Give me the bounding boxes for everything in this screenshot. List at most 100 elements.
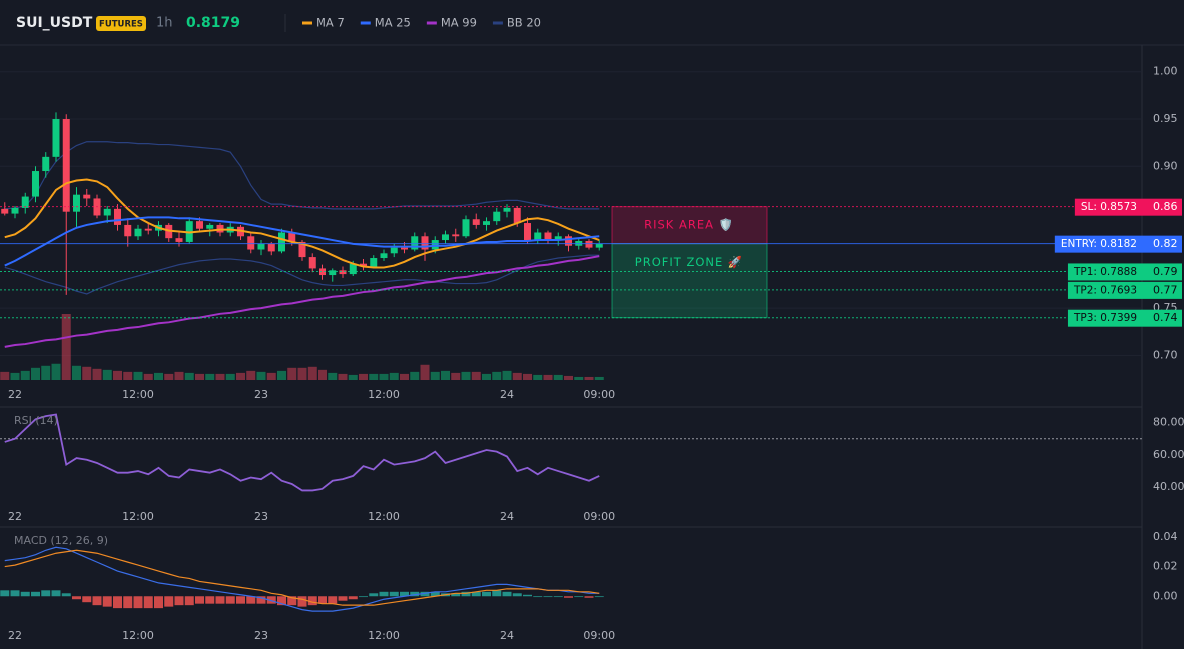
x-tick-label: 24	[500, 510, 514, 523]
macd-histogram	[10, 590, 20, 597]
macd-line	[4, 546, 600, 612]
macd-histogram	[512, 593, 522, 597]
x-tick-label: 22	[8, 388, 22, 401]
macd-histogram	[338, 596, 348, 601]
level-tag	[1074, 198, 1182, 216]
y-tick-label: 80.00	[1153, 416, 1184, 429]
candle-body	[483, 221, 490, 225]
volume-bar	[564, 375, 573, 380]
macd-histogram	[0, 590, 10, 597]
volume-bar	[41, 365, 51, 380]
candle-body	[308, 257, 316, 269]
pane-title: RSI (14)	[14, 414, 58, 427]
macd-histogram	[482, 591, 491, 597]
volume-bar	[113, 370, 122, 380]
rsi-line	[4, 413, 600, 492]
macd-histogram	[430, 591, 440, 597]
macd-histogram	[389, 591, 399, 597]
candle-body	[42, 156, 50, 172]
volume-bar	[400, 373, 409, 380]
volume-bar	[184, 372, 194, 380]
candle-body	[339, 270, 347, 275]
macd-histogram	[410, 591, 420, 597]
volume-bar	[154, 372, 163, 380]
volume-bar	[0, 371, 10, 380]
legend-label: BB 20	[507, 16, 541, 30]
candle-body	[349, 263, 357, 275]
volume-bar	[256, 371, 266, 380]
level-axis-label: 0.79	[1153, 265, 1178, 278]
x-tick-label: 12:00	[368, 629, 400, 642]
volume-bar	[318, 369, 327, 380]
candle-body	[544, 232, 552, 241]
macd-histogram	[133, 596, 143, 609]
x-tick-label: 12:00	[122, 629, 154, 642]
macd-histogram	[164, 596, 174, 607]
macd-histogram	[420, 591, 430, 597]
volume-bar	[451, 372, 461, 380]
candle-body	[554, 236, 562, 241]
macd-histogram	[31, 591, 40, 597]
macd-histogram	[184, 596, 194, 606]
candle-body	[411, 236, 419, 250]
candle-body	[21, 196, 29, 208]
candle-body	[513, 207, 521, 224]
volume-bar	[502, 370, 512, 380]
candle-body	[247, 236, 255, 250]
y-tick-label: 60.00	[1153, 448, 1184, 461]
badge-bg	[96, 16, 146, 31]
volume-bar	[31, 367, 40, 380]
symbol: SUI_USDT	[16, 15, 93, 31]
volume-bar	[512, 372, 522, 380]
volume-bar	[51, 363, 61, 380]
level-axis-label: 0.86	[1153, 200, 1178, 213]
pane-title: MACD (12, 26, 9)	[14, 534, 108, 547]
macd-histogram	[359, 596, 368, 598]
candle-body	[493, 211, 501, 222]
candle-body	[278, 232, 285, 252]
badge: FUTURES	[99, 20, 143, 30]
volume-bar	[348, 374, 358, 380]
volume-bar	[61, 314, 71, 380]
volume-bar	[82, 366, 92, 380]
macd-histogram	[236, 596, 245, 604]
volume-bar	[543, 374, 553, 380]
volume-bar	[328, 372, 338, 380]
macd-histogram	[154, 596, 163, 609]
macd-histogram	[564, 596, 573, 598]
volume-bar	[205, 373, 215, 380]
interval: 1h	[156, 16, 173, 31]
candle-body	[462, 219, 470, 237]
y-tick-label: 40.00	[1153, 480, 1184, 493]
x-tick-label: 23	[254, 510, 268, 523]
y-tick-label: 1.00	[1153, 65, 1178, 78]
volume-bar	[102, 369, 112, 380]
macd-histogram	[20, 591, 30, 597]
volume-bar	[307, 366, 317, 380]
macd-histogram	[533, 596, 543, 598]
macd-histogram	[379, 591, 389, 597]
macd-histogram	[400, 591, 409, 597]
volume-bar	[441, 370, 450, 380]
macd-histogram	[266, 596, 276, 604]
macd-histogram	[348, 596, 358, 600]
macd-histogram	[102, 596, 112, 607]
macd-histogram	[41, 590, 51, 597]
macd-histogram	[92, 596, 102, 606]
x-tick-label: 24	[500, 629, 514, 642]
candle-body	[370, 258, 378, 267]
x-tick-label: 12:00	[368, 510, 400, 523]
macd-histogram	[318, 596, 327, 604]
candle-body	[319, 268, 326, 276]
candle-body	[11, 207, 19, 214]
candle-body	[401, 247, 408, 250]
candle-body	[267, 243, 275, 252]
volume-bar	[92, 368, 102, 380]
volume-bar	[133, 371, 143, 380]
macd-histogram	[574, 596, 584, 598]
volume-bar	[574, 376, 584, 380]
candle-body	[565, 236, 572, 246]
volume-bar	[420, 364, 430, 380]
